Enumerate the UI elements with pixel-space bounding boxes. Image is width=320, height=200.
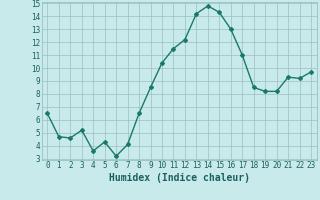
X-axis label: Humidex (Indice chaleur): Humidex (Indice chaleur) — [109, 173, 250, 183]
